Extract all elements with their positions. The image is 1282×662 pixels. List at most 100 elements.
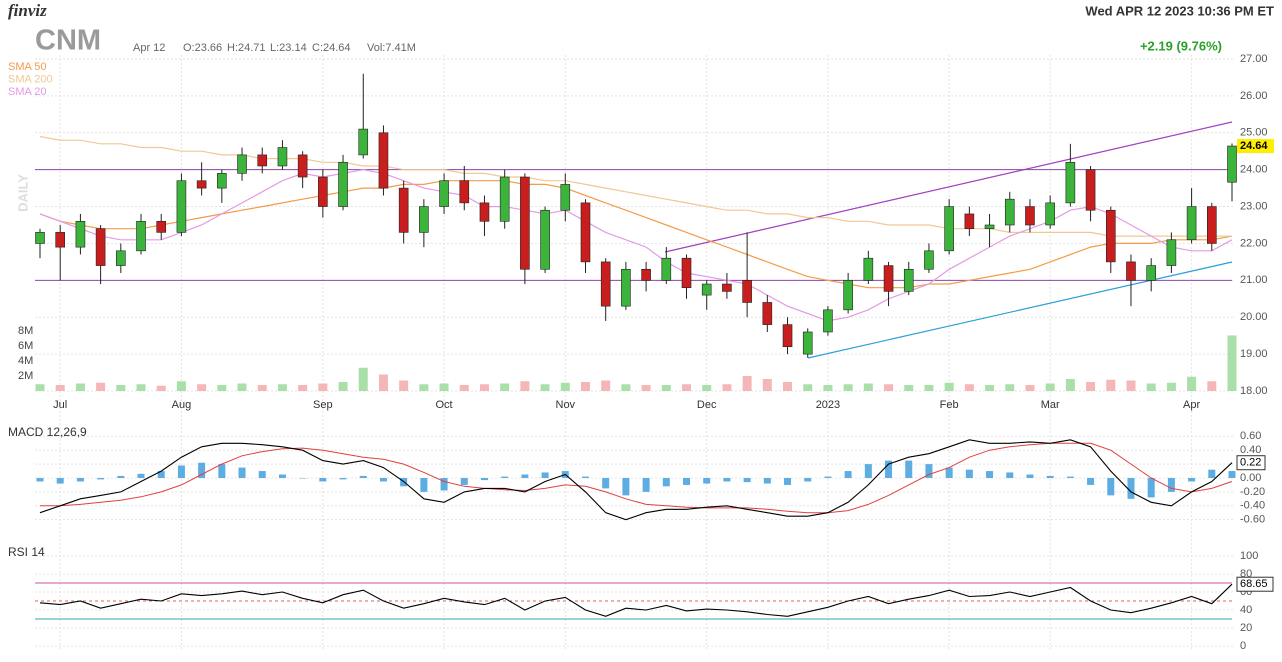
period-label: DAILY (15, 174, 30, 212)
candle-body (984, 224, 995, 229)
volume-bar (399, 380, 409, 391)
candle-body (1186, 206, 1197, 241)
volume-bar (156, 385, 166, 391)
ticker: CNM (35, 25, 101, 57)
rsi-last-box (1236, 576, 1274, 592)
last-price-label: 24.64 (1240, 140, 1268, 152)
candle-body (903, 268, 914, 292)
volume-bar (1106, 379, 1116, 391)
candle-body (318, 176, 328, 207)
y-tick-label: 0 (1240, 640, 1246, 652)
volume-bar (1187, 376, 1197, 391)
macd-histogram-bar (460, 478, 468, 485)
volume-bar (1005, 384, 1015, 391)
macd-histogram-bar (1087, 478, 1095, 485)
volume-bar (116, 385, 126, 391)
candle-body (641, 268, 651, 281)
volume-bar (75, 383, 85, 391)
candle-body (156, 221, 167, 233)
grid-layer (35, 55, 1234, 650)
candle-body (520, 176, 530, 270)
volume-bar (520, 381, 530, 391)
datetime: Wed APR 12 2023 10:36 PM ET (1085, 3, 1274, 18)
volume-bar (682, 384, 692, 391)
volume-bar (661, 385, 671, 391)
y-tick-label: 20 (1240, 622, 1252, 634)
y-tick-label: -0.60 (1240, 514, 1265, 526)
macd-histogram-bar (1188, 478, 1196, 482)
volume-bar (641, 385, 651, 391)
candle-body (823, 309, 833, 333)
candle-body (499, 176, 510, 222)
rsi-line (39, 583, 1233, 617)
quote-close: C:24.64 (312, 42, 351, 54)
x-tick-label: Mar (1041, 399, 1060, 411)
macd-histogram-bar (137, 473, 145, 478)
volume-bar (96, 382, 106, 391)
macd-histogram-bar (177, 465, 185, 478)
macd-histogram-bar (1026, 474, 1034, 478)
trendline-upper (664, 121, 1233, 253)
y-tick-label: 19.00 (1240, 348, 1268, 360)
macd-histogram-bar (683, 478, 691, 485)
y-tick-label: 22.00 (1240, 237, 1268, 249)
candle-body (580, 202, 591, 263)
macd-histogram-bar (642, 478, 650, 492)
volume-bar (176, 381, 186, 391)
macd-histogram-bar (945, 467, 953, 478)
macd-histogram-bar (602, 478, 610, 489)
volume-bar (560, 382, 570, 391)
macd-histogram-bar (905, 460, 913, 478)
volume-bar (1025, 385, 1035, 391)
volume-bar (35, 384, 45, 391)
volume-bar (55, 385, 65, 391)
volume-tick-label: 4M (18, 355, 33, 367)
volume-bar (257, 385, 267, 391)
candle-body (883, 265, 894, 292)
macd-histogram-bar (723, 478, 731, 482)
logo[interactable]: finviz (8, 1, 47, 20)
macd-histogram-bar (1107, 478, 1115, 496)
volume-bar (298, 385, 308, 391)
volume-bar (1146, 383, 1156, 391)
macd-signal-line (40, 442, 1233, 514)
macd-histogram-bar (662, 478, 670, 487)
candle-body (1105, 209, 1116, 263)
candle-body (1206, 206, 1217, 244)
volume-bar (904, 385, 914, 391)
candle-body (560, 184, 571, 211)
rsi-title: RSI 14 (8, 545, 45, 559)
candle-body (257, 154, 268, 167)
volume-bar (1207, 381, 1217, 391)
macd-histogram-bar (864, 464, 872, 478)
volume-bar (964, 384, 974, 391)
macd-histogram-bar (97, 478, 105, 480)
macd-histogram-bar (743, 478, 751, 483)
candle-body (1025, 206, 1035, 226)
volume-bar (136, 384, 146, 391)
candle-body (1004, 198, 1015, 226)
candle-body (681, 257, 692, 289)
candle-body (661, 257, 672, 281)
volume-bar (924, 385, 934, 391)
volume-bar (884, 384, 894, 391)
candle-body (237, 154, 247, 174)
macd-histogram-bar (379, 478, 387, 482)
candle-body (297, 154, 308, 178)
volume-bar (419, 384, 429, 391)
sma-line (39, 180, 1233, 289)
candle-body (378, 132, 389, 189)
macd-histogram-bar (763, 478, 771, 484)
candle-body (964, 213, 975, 229)
volume-bar (843, 384, 853, 391)
macd-histogram-bar (339, 478, 347, 480)
x-tick-label: Nov (556, 399, 576, 411)
macd-histogram-bar (1208, 469, 1216, 478)
volume-bar (338, 382, 348, 391)
x-tick-label: Sep (313, 399, 333, 411)
macd-histogram-bar (622, 478, 630, 496)
macd-histogram-bar (278, 474, 286, 478)
volume-bar (762, 379, 772, 391)
volume-bar (601, 380, 611, 391)
